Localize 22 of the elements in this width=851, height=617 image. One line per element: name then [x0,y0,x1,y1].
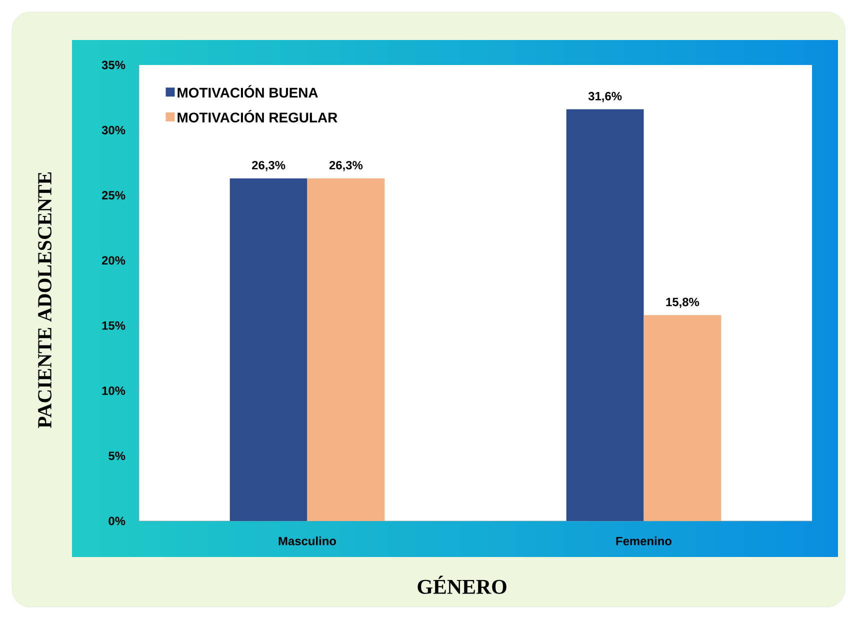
y-tick-label: 10% [102,386,126,395]
data-label: 15,8% [666,298,700,308]
x-tick-label: Femenino [616,536,672,546]
bar [307,178,385,521]
y-tick-label: 15% [102,321,126,330]
y-tick-label: 20% [102,256,126,265]
x-axis-title: GÉNERO [418,576,506,594]
y-tick-label: 30% [102,126,126,134]
y-tick-label: 35% [102,60,126,70]
legend-label: MOTIVACIÓN REGULAR [178,110,338,122]
data-label: 26,3% [252,160,286,172]
bar [566,109,644,521]
bar [230,178,308,521]
data-label: 31,6% [588,92,622,102]
y-tick-label: 25% [102,191,126,200]
y-tick-label: 0% [108,516,126,526]
x-tick-label: Masculino [278,536,336,546]
legend-label: MOTIVACIÓN BUENA [178,85,318,98]
y-axis-title: PACIENTE ADOLESCENTE [38,172,52,428]
data-label: 26,3% [329,160,363,172]
y-tick-label: 5% [108,452,126,460]
bar [644,315,722,521]
